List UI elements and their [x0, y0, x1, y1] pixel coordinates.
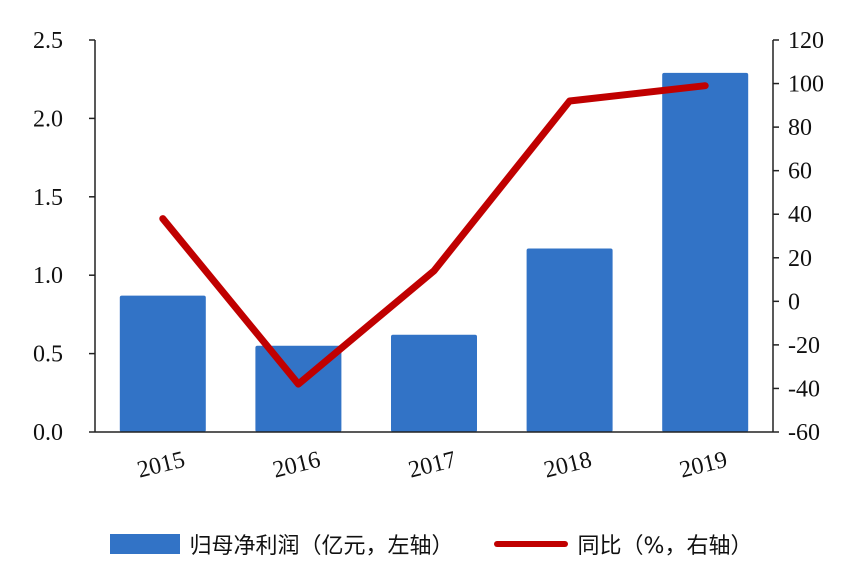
legend: 归母净利润（亿元，左轴） 同比（%，右轴）	[0, 528, 862, 560]
right-tick-label: 40	[788, 202, 812, 228]
legend-swatch-bar	[109, 534, 180, 554]
x-axis-ticks: 2015 2016 2017 2018 2019	[135, 447, 730, 484]
legend-swatch-line	[493, 541, 568, 547]
right-axis-ticks: -60 -40 -20 0 20 40 60 80 100 120	[773, 28, 824, 446]
left-tick-label: 2.5	[33, 28, 63, 54]
right-tick-label: -20	[788, 333, 820, 359]
left-tick-label: 1.0	[33, 263, 63, 289]
bar-2015	[119, 295, 206, 432]
x-tick-label: 2019	[677, 447, 730, 484]
right-tick-label: 20	[788, 246, 812, 272]
bar-2017	[391, 334, 477, 432]
right-tick-label: 0	[788, 289, 800, 315]
legend-item-line: 同比（%，右轴）	[493, 528, 753, 560]
x-tick-label: 2015	[135, 447, 188, 484]
right-tick-label: 60	[788, 159, 812, 185]
right-tick-label: 100	[788, 72, 824, 98]
bar-2018	[526, 248, 613, 432]
x-tick-label: 2016	[270, 447, 323, 484]
line-series	[159, 82, 709, 388]
chart-area: 0.0 0.5 1.0 1.5 2.0 2.5 -60 -40 -20 0 20 40 60 80 100…	[33, 28, 824, 484]
legend-item-bar: 归母净利润（亿元，左轴）	[109, 528, 454, 560]
bar-series	[119, 72, 749, 432]
left-tick-label: 0.0	[33, 420, 63, 446]
axes	[94, 40, 774, 433]
right-tick-label: -60	[788, 420, 820, 446]
right-tick-label: -40	[788, 376, 820, 402]
x-tick-label: 2018	[541, 447, 594, 484]
left-tick-label: 0.5	[33, 342, 63, 368]
left-tick-label: 1.5	[33, 185, 63, 211]
right-tick-label: 80	[788, 115, 812, 141]
x-tick-label: 2017	[406, 447, 459, 484]
left-axis-ticks: 0.0 0.5 1.0 1.5 2.0 2.5	[33, 28, 95, 446]
legend-label-line: 同比（%，右轴）	[577, 534, 753, 559]
right-tick-label: 120	[788, 28, 824, 54]
left-tick-label: 2.0	[33, 106, 63, 132]
legend-label-bar: 归母净利润（亿元，左轴）	[189, 534, 454, 559]
bar-2019	[662, 72, 749, 432]
